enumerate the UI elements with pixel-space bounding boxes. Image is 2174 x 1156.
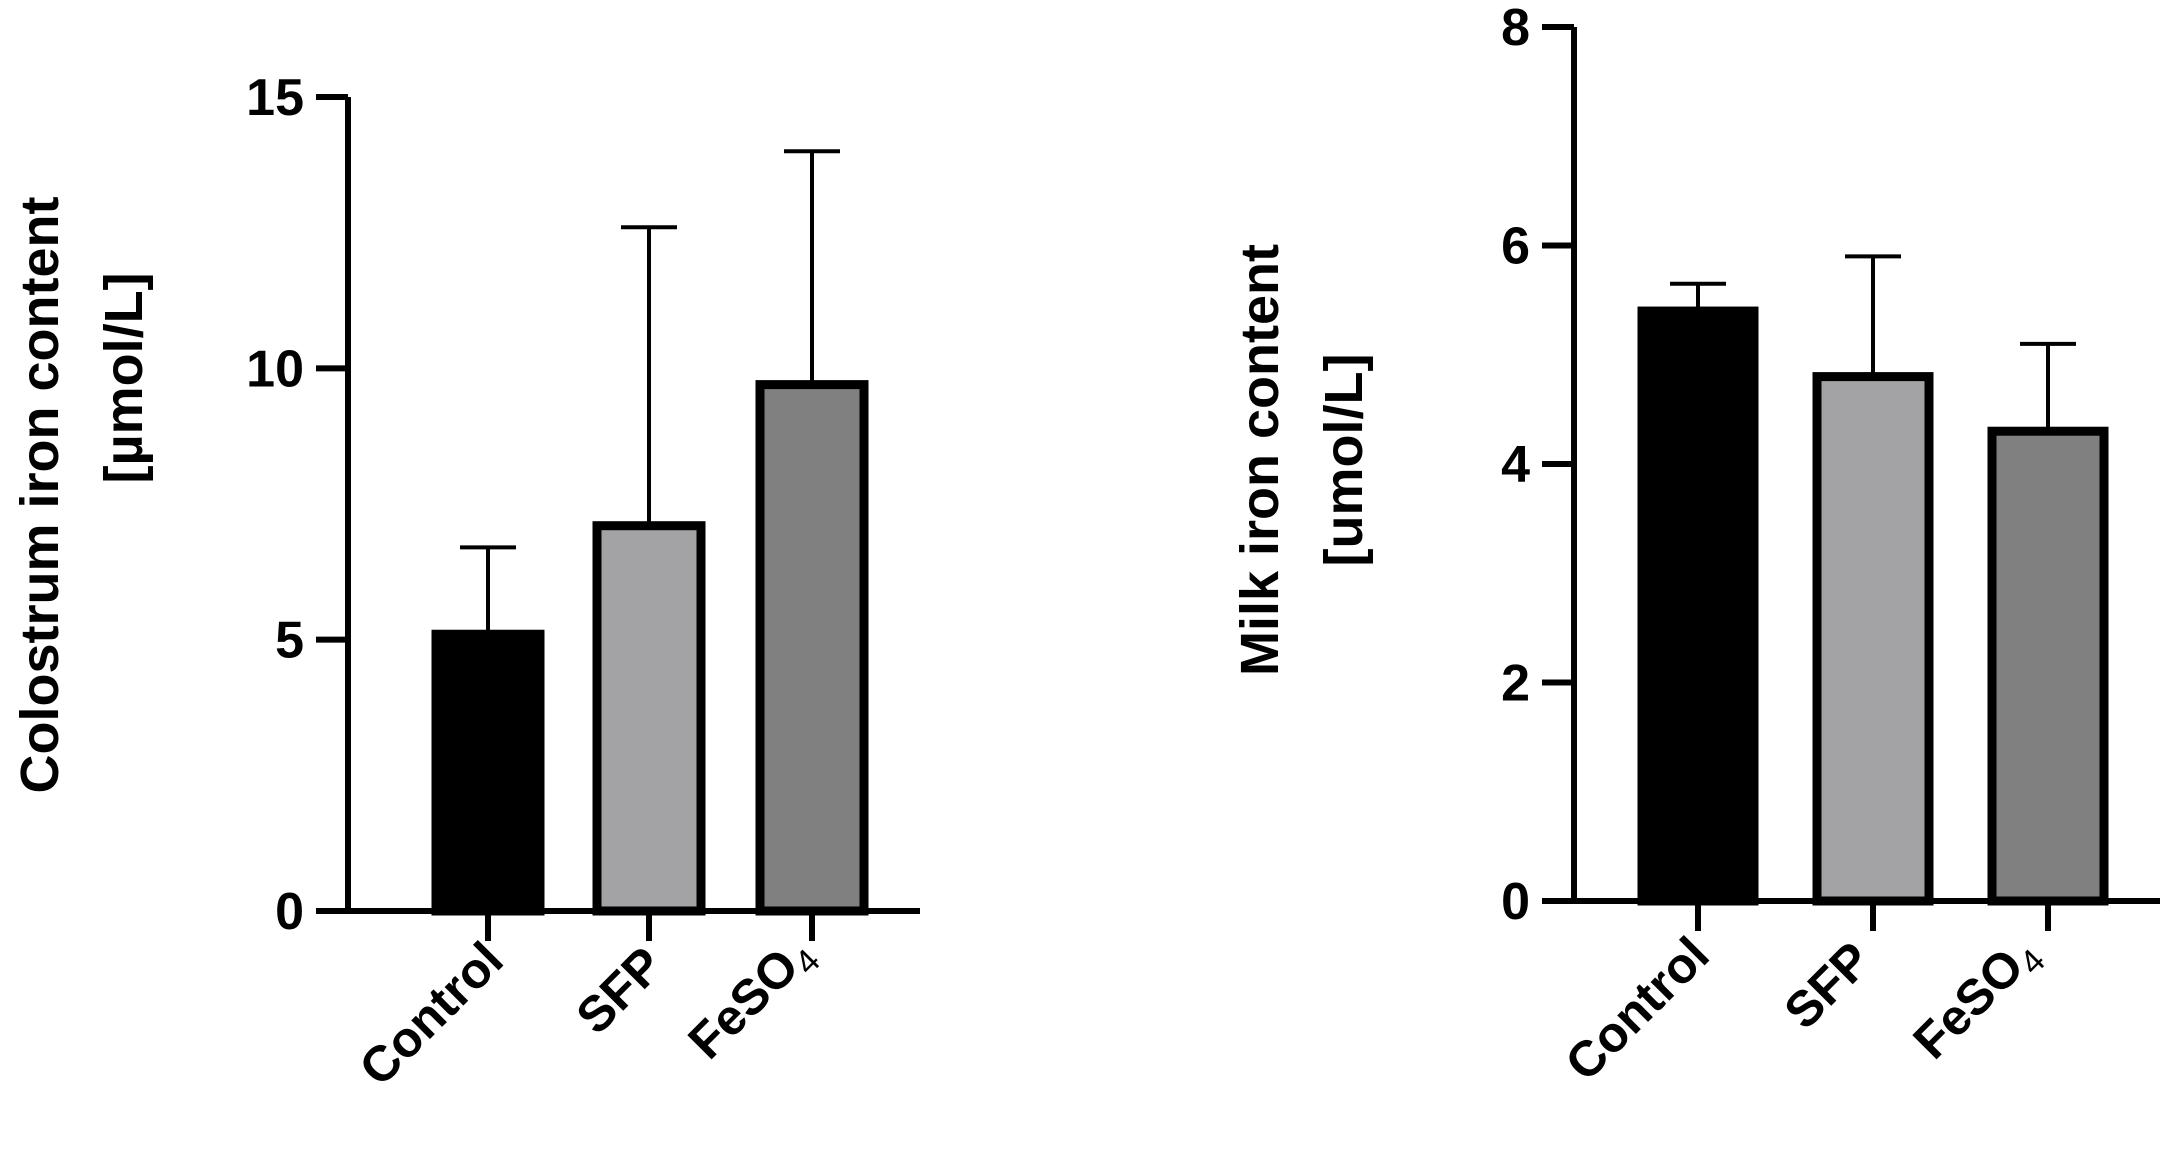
bar-sfp [1812, 372, 1934, 906]
error-bar [460, 545, 516, 635]
error-bar [1670, 281, 1726, 312]
y-axis-title-line1: Milk iron content [1230, 244, 1290, 676]
y-tick-label: 0 [1501, 873, 1530, 931]
y-axis-title-line1: Colostrum iron content [10, 196, 70, 793]
bar-control [431, 629, 545, 916]
x-tick-label: SFP [1773, 931, 1881, 1039]
x-tick-label: Control [349, 931, 514, 1096]
y-tick-label: 8 [1501, 0, 1530, 57]
y-tick-label: 5 [275, 612, 304, 670]
x-tick-label: Control [1555, 926, 1720, 1091]
milk-iron-chart: Milk iron content [umol/L] 0 2 4 6 8 Control S… [1230, 0, 2160, 1091]
x-tick-label: FeSO4 [677, 924, 827, 1074]
y-tick-label: 6 [1501, 218, 1530, 276]
bar-control [1637, 306, 1759, 906]
y-tick-label: 0 [275, 883, 304, 941]
y-axis-title-line2: [µmol/L] [94, 272, 154, 483]
y-tick-label: 15 [246, 69, 304, 127]
y-axis-title-line2: [umol/L] [1314, 354, 1374, 567]
error-bar [784, 149, 840, 385]
colostrum-iron-chart: Colostrum iron content [µmol/L] 0 5 10 15 Co… [10, 69, 920, 1096]
error-bar [621, 225, 677, 526]
y-tick-label: 10 [246, 340, 304, 398]
error-bar [1845, 254, 1901, 377]
bar-sfp [592, 521, 706, 916]
error-bar [2020, 341, 2076, 432]
y-tick-label: 2 [1501, 655, 1530, 713]
bar-feso4 [755, 380, 869, 916]
bar-feso4 [1987, 426, 2109, 906]
x-tick-label: FeSO4 [1902, 924, 2052, 1074]
x-tick-label: SFP [565, 936, 673, 1044]
y-tick-label: 4 [1501, 436, 1530, 494]
